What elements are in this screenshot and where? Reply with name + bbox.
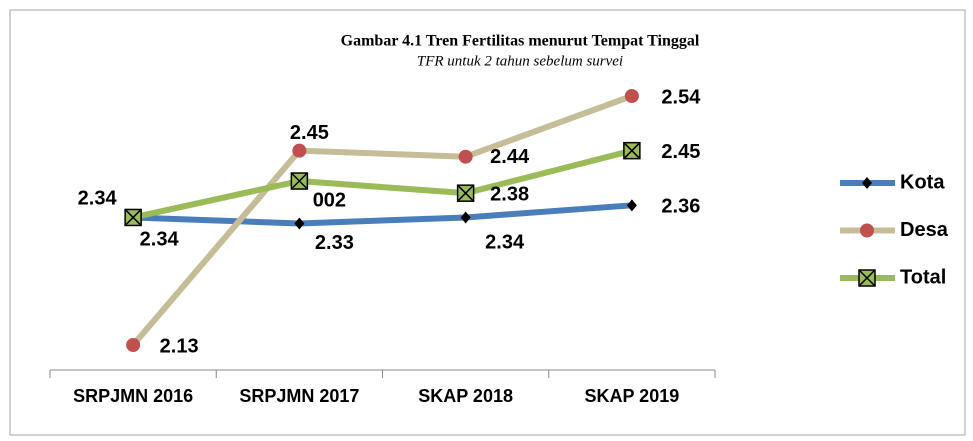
chart-border xyxy=(9,9,966,436)
x-tick-label: SRPJMN 2017 xyxy=(239,386,359,406)
marker-x xyxy=(624,143,640,159)
legend-label: Desa xyxy=(900,219,949,241)
x-tick-label: SKAP 2019 xyxy=(585,386,680,406)
data-label: 2.34 xyxy=(485,232,525,254)
legend-marker-shape xyxy=(862,177,872,189)
marker xyxy=(292,143,307,158)
data-label: 2.45 xyxy=(661,141,700,163)
legend-marker xyxy=(862,177,872,189)
data-label: 2.34 xyxy=(78,188,118,210)
marker xyxy=(460,211,471,224)
x-tick-label: SKAP 2018 xyxy=(418,386,513,406)
legend-marker xyxy=(858,269,876,287)
data-label: 2.13 xyxy=(160,335,199,357)
series-line xyxy=(132,147,633,221)
data-label: 2.38 xyxy=(490,183,529,205)
marker xyxy=(624,89,639,103)
data-label: 2.54 xyxy=(661,86,701,108)
data-label: 2.34 xyxy=(140,229,180,251)
marker-x xyxy=(125,209,141,225)
legend-marker xyxy=(860,223,874,238)
legend-label: Kota xyxy=(900,171,945,193)
x-tick-label: SRPJMN 2016 xyxy=(73,386,193,406)
data-label: 002 xyxy=(313,189,346,211)
marker xyxy=(623,141,641,160)
legend-entry: Kota xyxy=(840,171,945,193)
marker xyxy=(126,338,141,352)
data-label: 2.33 xyxy=(315,232,354,254)
marker-x xyxy=(291,173,307,189)
data-label: 2.45 xyxy=(290,122,329,144)
marker xyxy=(458,149,473,164)
marker-x xyxy=(458,185,474,201)
legend-marker-x xyxy=(859,270,875,286)
data-label: 2.44 xyxy=(490,146,530,168)
legend-entry: Total xyxy=(840,266,946,288)
data-label: 2.36 xyxy=(661,196,700,218)
marker xyxy=(124,208,142,227)
legend-marker-shape xyxy=(860,223,874,238)
chart-title: Gambar 4.1 Tren Fertilitas menurut Tempa… xyxy=(341,33,700,50)
marker xyxy=(290,172,309,190)
series-line xyxy=(133,202,633,227)
marker xyxy=(626,199,637,212)
marker xyxy=(294,217,305,230)
chart-subtitle: TFR untuk 2 tahun sebelum survei xyxy=(417,53,623,69)
legend-entry: Desa xyxy=(840,219,949,241)
marker xyxy=(456,184,475,202)
series-line xyxy=(130,93,633,347)
legend-label: Total xyxy=(900,266,946,288)
